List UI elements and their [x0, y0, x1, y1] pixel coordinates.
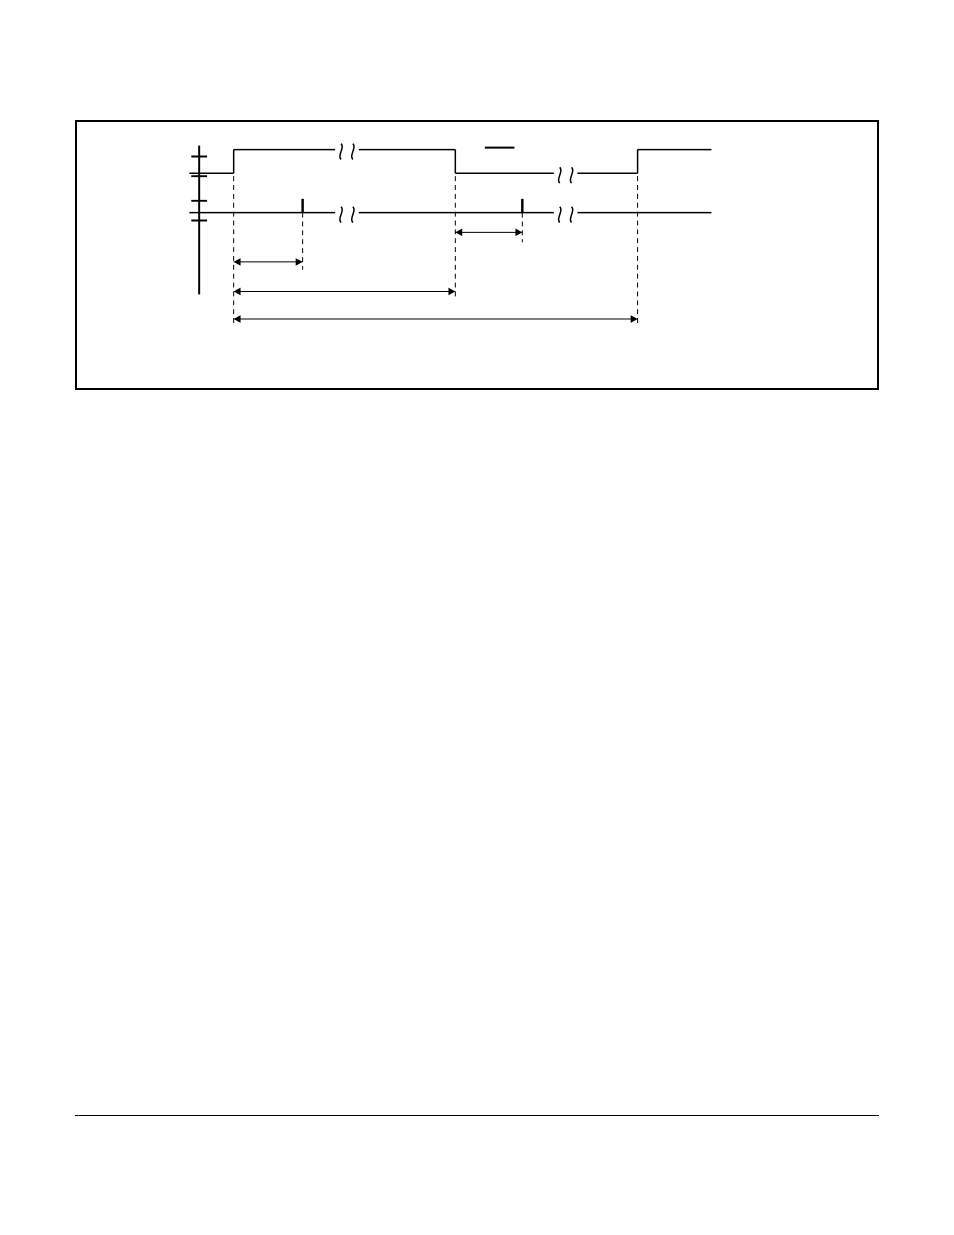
timing-diagram-frame — [75, 120, 879, 390]
page-footer-rule — [75, 1115, 879, 1116]
timing-diagram — [77, 122, 877, 388]
